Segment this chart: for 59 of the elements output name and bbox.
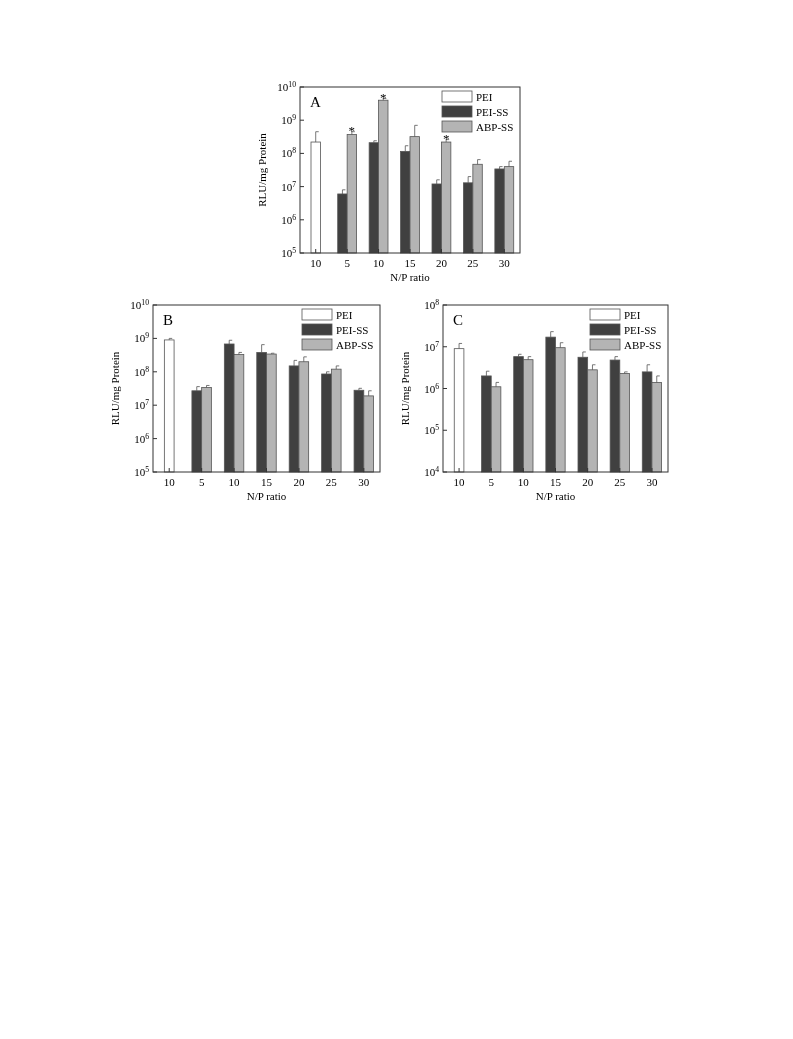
y-tick-label: 10$^{7}$ — [134, 397, 150, 412]
legend-label: PEI — [624, 309, 641, 321]
y-tick-label: 10$^{8}$ — [134, 364, 150, 378]
x-tick-label: 20 — [435, 257, 448, 269]
x-tick-label: 15 — [261, 476, 273, 488]
annotation: * — [380, 89, 387, 105]
legend-label: ABP-SS — [624, 339, 662, 351]
x-tick-label: 10 — [310, 257, 322, 269]
legend-label: PEI — [336, 309, 353, 321]
x-tick-label: 5 — [198, 476, 205, 488]
x-tick-label: 5 — [488, 476, 495, 488]
chart-title: A — [310, 94, 321, 110]
y-tick-label: 10$^{9}$ — [134, 330, 150, 345]
x-tick-label: 5 — [344, 257, 351, 269]
y-axis-title: RLU/mg Protein — [399, 351, 411, 426]
x-tick-label: 25 — [614, 476, 626, 488]
x-tick-label: 20 — [582, 476, 594, 488]
y-tick-label: 10$^{5}$ — [424, 422, 440, 437]
y-tick-label: 10$^{6}$ — [424, 381, 440, 395]
x-axis-title: N/P ratio — [535, 490, 576, 502]
y-axis-title: RLU/mg Protein — [256, 132, 268, 207]
y-tick-label: 10$^{9}$ — [281, 112, 297, 127]
legend-label: PEI-SS — [336, 324, 369, 336]
x-tick-label: 10 — [453, 476, 466, 488]
annotation: * — [348, 122, 356, 138]
annotation: * — [442, 130, 450, 146]
legend-label: ABP-SS — [336, 339, 374, 351]
y-tick-label: 10$^{8}$ — [424, 297, 440, 311]
y-tick-label: 10$^{5}$ — [281, 245, 297, 259]
legend-label: ABP-SS — [476, 121, 514, 133]
x-tick-label: 10 — [228, 476, 241, 488]
x-tick-label: 25 — [467, 257, 479, 269]
y-tick-label: 10$^{10}$ — [277, 79, 297, 93]
x-axis-title: N/P ratio — [246, 490, 287, 502]
y-tick-label: 10$^{7}$ — [424, 339, 440, 353]
x-tick-label: 30 — [498, 257, 511, 269]
x-axis-title: N/P ratio — [390, 271, 431, 283]
y-tick-label: 10$^{4}$ — [424, 464, 440, 478]
y-axis-title: RLU/mg Protein — [109, 351, 121, 426]
x-tick-label: 30 — [646, 476, 658, 488]
x-tick-label: 30 — [358, 476, 370, 488]
y-tick-label: 10$^{8}$ — [281, 145, 297, 160]
legend-label: PEI-SS — [624, 324, 657, 336]
y-tick-label: 10$^{6}$ — [134, 431, 150, 445]
y-tick-label: 10$^{5}$ — [134, 464, 150, 478]
x-tick-label: 10 — [373, 257, 385, 269]
x-tick-label: 15 — [550, 476, 562, 488]
x-tick-label: 10 — [163, 476, 176, 488]
legend-label: PEI-SS — [476, 106, 509, 118]
x-tick-label: 25 — [325, 476, 338, 488]
legend-label: PEI — [476, 91, 493, 103]
y-tick-label: 10$^{10}$ — [130, 297, 150, 311]
y-tick-label: 10$^{7}$ — [281, 179, 297, 193]
chart-title: B — [163, 312, 174, 328]
x-tick-label: 20 — [293, 476, 305, 488]
y-tick-label: 10$^{6}$ — [281, 212, 297, 226]
x-tick-label: 15 — [404, 257, 416, 269]
chart-title: C — [453, 312, 464, 328]
x-tick-label: 10 — [517, 476, 530, 488]
